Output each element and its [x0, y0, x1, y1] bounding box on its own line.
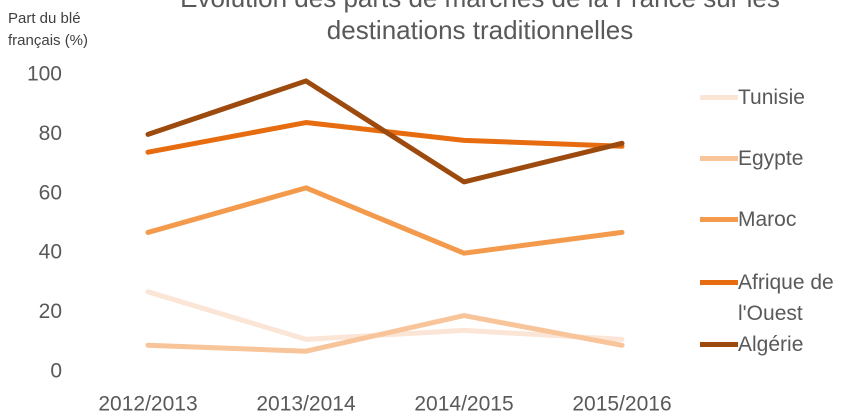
legend-label: Afrique de l'Ouest [738, 271, 834, 325]
legend-swatch [700, 95, 738, 100]
legend-swatch [700, 156, 738, 161]
legend-swatch [700, 342, 738, 347]
y-tick-label: 80 [39, 122, 62, 145]
y-tick-label: 100 [27, 63, 62, 86]
series-line [145, 185, 625, 256]
legend-label: Algérie [738, 333, 804, 356]
y-tick-label: 60 [39, 181, 62, 204]
legend-entry: Tunisie [700, 82, 850, 113]
series-line [145, 78, 625, 185]
legend-entry: Afrique de l'Ouest [700, 267, 850, 329]
legend-entry: Maroc [700, 204, 850, 235]
legend-label: Egypte [738, 147, 804, 170]
chart-title: Évolution des parts de marchés de la Fra… [180, 0, 780, 45]
y-axis-label: Part du blé français (%) [8, 10, 89, 49]
x-tick-label: 2015/2016 [572, 393, 671, 416]
series-line [145, 120, 625, 155]
y-tick-label: 20 [39, 300, 62, 323]
legend-swatch [700, 217, 738, 222]
series-line [145, 313, 625, 354]
legend-label: Tunisie [738, 86, 805, 109]
x-tick-label: 2012/2013 [98, 393, 197, 416]
y-tick-label: 40 [39, 241, 62, 264]
legend-label: Maroc [738, 208, 797, 231]
x-tick-label: 2014/2015 [414, 393, 513, 416]
legend-entry: Algérie [700, 329, 850, 360]
legend-swatch [700, 280, 738, 285]
legend-entry: Egypte [700, 143, 850, 174]
y-tick-label: 0 [50, 360, 62, 383]
x-tick-label: 2013/2014 [256, 393, 356, 416]
